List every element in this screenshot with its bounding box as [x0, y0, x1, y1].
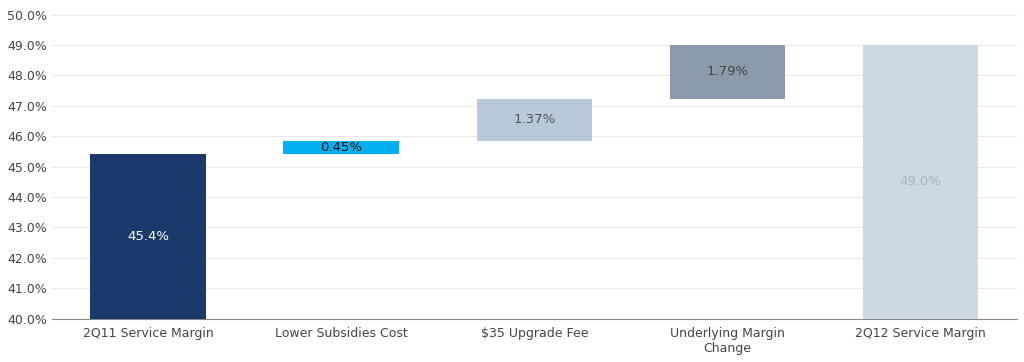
- Text: 1.37%: 1.37%: [513, 113, 556, 126]
- Bar: [284, 141, 399, 155]
- Text: 0.45%: 0.45%: [321, 141, 362, 154]
- Bar: [862, 45, 979, 319]
- Text: 49.0%: 49.0%: [900, 175, 941, 188]
- Bar: [670, 45, 785, 99]
- Text: 45.4%: 45.4%: [127, 230, 169, 243]
- Bar: [90, 155, 206, 319]
- Bar: [476, 99, 592, 141]
- Text: 1.79%: 1.79%: [707, 66, 749, 79]
